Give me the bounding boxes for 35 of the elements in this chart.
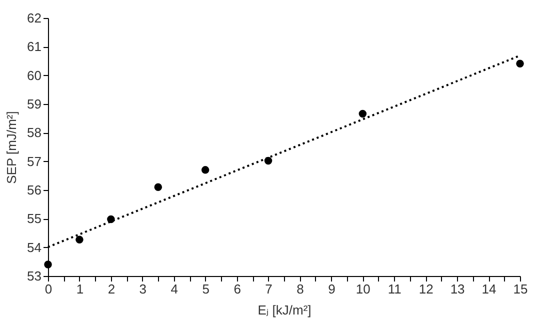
y-tick-label: 61 [27,39,42,54]
y-tick-label: 60 [27,68,42,83]
x-tick-label: 1 [76,282,84,296]
x-tick-label: 15 [513,282,528,296]
x-tick-label: 4 [170,282,178,296]
x-axis-title: Eⱼ [kJ/m²] [258,302,312,318]
y-tick-label: 57 [27,154,42,169]
x-tick-label: 10 [356,282,370,296]
x-tick-label: 9 [328,282,336,296]
point [264,156,272,165]
x-tick-label: 3 [139,282,147,296]
x-tick-label: 12 [418,282,434,296]
point [76,236,84,244]
x-tick-label: 5 [202,282,210,296]
y-tick-label: 55 [27,211,42,226]
point [516,60,524,68]
x-tick-label: 0 [44,282,52,296]
y-tick-label: 58 [27,125,42,140]
x-tick-label: 6 [234,282,241,296]
x-tick-label: 14 [482,282,496,296]
y-tick-label: 56 [27,182,42,198]
y-tick-label: 53 [27,268,42,284]
point [358,110,367,118]
y-tick-label: 62 [27,10,42,26]
x-tick-label: 11 [388,282,402,296]
point [44,260,52,268]
x-tick-label: 8 [296,282,304,296]
y-axis-title: SEP [mJ/m²] [4,111,20,184]
x-tick-label: 13 [450,282,465,296]
point [154,183,162,191]
x-tick-label: 7 [265,282,272,296]
y-tick-label: 59 [27,96,42,112]
y-tick-label: 54 [27,240,42,255]
point [201,166,210,174]
x-tick-label: 2 [108,282,116,296]
